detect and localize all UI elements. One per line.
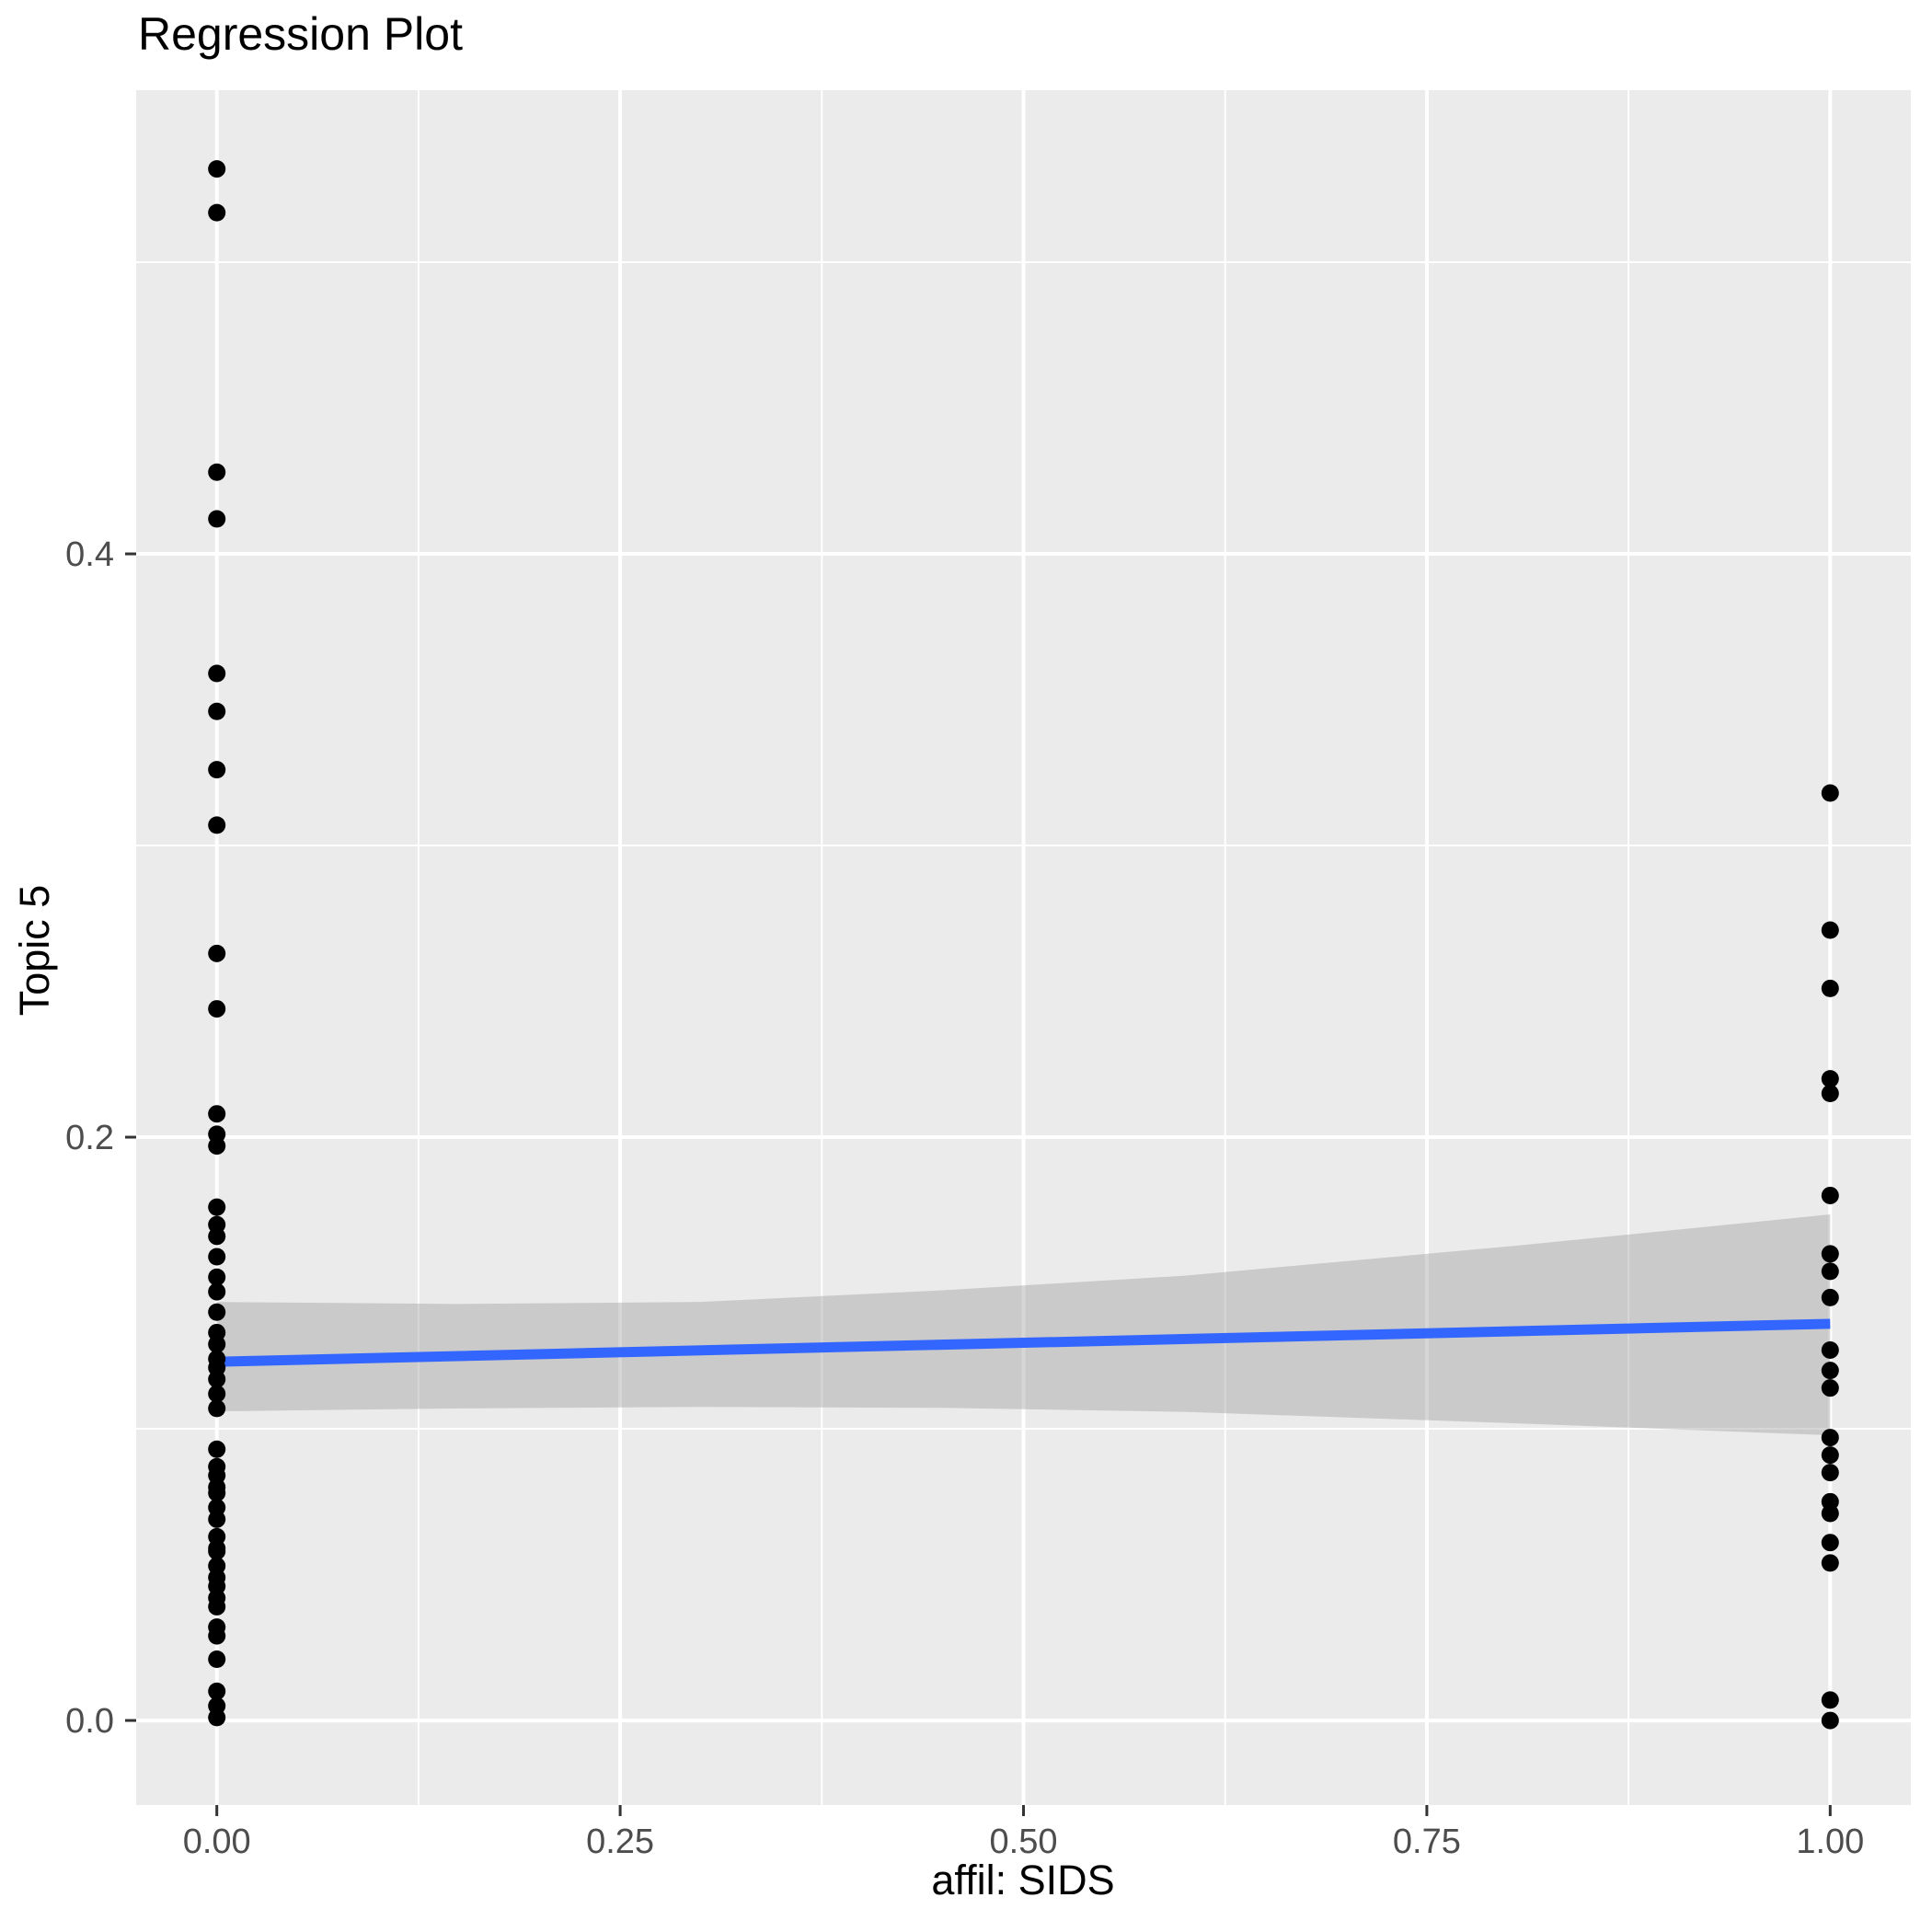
data-point xyxy=(1821,1262,1839,1281)
data-point xyxy=(208,1399,226,1418)
data-point xyxy=(208,1597,226,1616)
data-point xyxy=(208,203,226,222)
data-point xyxy=(208,1303,226,1321)
data-point xyxy=(208,1105,226,1123)
x-axis-title: affil: SIDS xyxy=(931,1857,1115,1903)
data-point xyxy=(208,1708,226,1727)
y-tick-label: 0.4 xyxy=(65,535,114,574)
data-point xyxy=(208,1510,226,1528)
data-point xyxy=(208,160,226,178)
data-point xyxy=(208,510,226,528)
data-point xyxy=(208,761,226,779)
data-point xyxy=(208,702,226,720)
data-point xyxy=(208,1484,226,1502)
data-point xyxy=(208,1385,226,1403)
data-point xyxy=(208,1227,226,1246)
data-point xyxy=(1821,1711,1839,1730)
data-point xyxy=(208,944,226,962)
data-point xyxy=(208,1542,226,1560)
data-point xyxy=(1821,1070,1839,1088)
chart-title: Regression Plot xyxy=(138,8,463,60)
data-point xyxy=(1821,1429,1839,1447)
data-point xyxy=(208,1440,226,1458)
data-point xyxy=(1821,1691,1839,1709)
data-point xyxy=(1821,1504,1839,1523)
data-point xyxy=(208,816,226,834)
data-point xyxy=(1821,1554,1839,1572)
data-point xyxy=(208,1682,226,1700)
data-point xyxy=(208,1000,226,1018)
x-tick-label: 0.50 xyxy=(990,1823,1058,1861)
data-point xyxy=(1821,1379,1839,1397)
x-tick-label: 0.25 xyxy=(586,1823,654,1861)
data-point xyxy=(208,1268,226,1286)
data-point xyxy=(208,664,226,683)
data-point xyxy=(208,1650,226,1668)
data-point xyxy=(208,1282,226,1301)
y-tick-label: 0.2 xyxy=(65,1119,114,1157)
x-tick-label: 0.75 xyxy=(1393,1823,1461,1861)
y-tick-label: 0.0 xyxy=(65,1702,114,1741)
data-point xyxy=(1821,1245,1839,1263)
data-point xyxy=(1821,979,1839,997)
data-point xyxy=(1821,1464,1839,1482)
data-point xyxy=(1821,784,1839,802)
data-point xyxy=(208,1248,226,1266)
regression-line xyxy=(216,1318,1831,1367)
data-point xyxy=(1821,1186,1839,1204)
data-point xyxy=(1821,1446,1839,1465)
data-point xyxy=(1821,1534,1839,1552)
confidence-band xyxy=(216,1214,1831,1436)
data-point xyxy=(1821,1085,1839,1103)
x-tick-label: 1.00 xyxy=(1796,1823,1864,1861)
data-point xyxy=(208,1627,226,1645)
data-point xyxy=(1821,921,1839,939)
data-point xyxy=(208,1370,226,1388)
data-point xyxy=(208,1335,226,1353)
data-point xyxy=(1821,1340,1839,1359)
data-point xyxy=(1821,1362,1839,1380)
data-point xyxy=(208,463,226,481)
data-point xyxy=(208,1198,226,1216)
data-point xyxy=(1821,1288,1839,1306)
x-tick-label: 0.00 xyxy=(183,1823,251,1861)
data-point xyxy=(208,1137,226,1156)
